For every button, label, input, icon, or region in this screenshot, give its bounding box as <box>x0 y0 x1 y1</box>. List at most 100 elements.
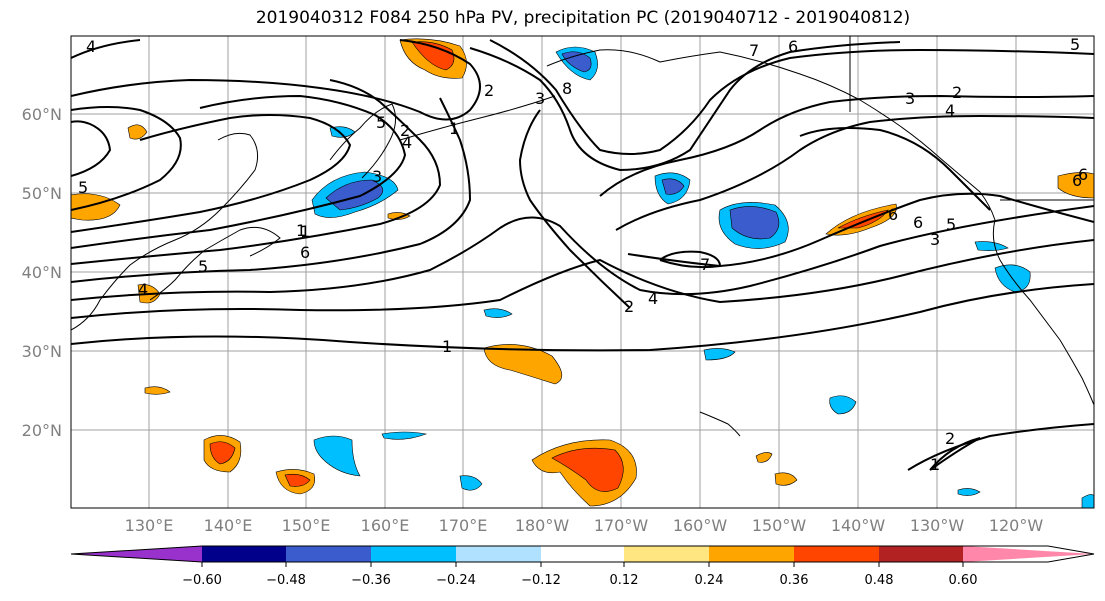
map-border <box>70 35 1095 509</box>
lat-label: 30°N <box>22 342 62 361</box>
precip-positive-area <box>144 386 171 395</box>
contour-label: 7 <box>700 255 710 274</box>
colorbar-tick-label: 0.24 <box>695 573 724 588</box>
hawaii-islands <box>699 411 741 437</box>
colorbar-segment <box>202 546 286 562</box>
precip-positive-area <box>127 124 148 140</box>
precip-negative-area <box>661 178 685 195</box>
contour-label: 8 <box>562 79 572 98</box>
contour-label-group: 4 5 5 4 6 1 1 2 3 5 8 7 6 3 2 4 6 5 3 2 … <box>78 35 1088 474</box>
contour-label: 1 <box>296 221 306 240</box>
precip-positive-area <box>411 41 455 71</box>
precip-negative-area <box>1081 494 1094 508</box>
map-title: 2019040312 F084 250 hPa PV, precipitatio… <box>255 8 911 28</box>
aleutian-islands <box>399 95 556 141</box>
contour-label: 1 <box>930 455 940 474</box>
precip-negative-area <box>974 241 1009 251</box>
contour-label: 4 <box>648 289 658 308</box>
contour-label: 6 <box>1078 165 1088 184</box>
precip-positive-area <box>284 473 311 487</box>
contour-label: 2 <box>624 297 634 316</box>
lon-label: 150°E <box>282 516 331 535</box>
precip-positive-area <box>209 441 236 465</box>
precip-negative-area <box>729 206 780 240</box>
kamchatka-coastline <box>329 103 396 179</box>
precip-positive-area <box>483 344 563 385</box>
lat-label: 20°N <box>22 421 62 440</box>
precip-positive-area <box>774 472 798 486</box>
north-america-coastline <box>899 125 1094 406</box>
lon-label: 140°E <box>204 516 253 535</box>
colorbar-tick-label: 0.36 <box>780 573 809 588</box>
contour-label: 6 <box>888 205 898 224</box>
colorbar-tick-label: −0.48 <box>266 573 306 588</box>
contour-label: 5 <box>1070 35 1080 54</box>
pv-contours <box>71 39 1094 471</box>
contour-label: 4 <box>402 133 412 152</box>
colorbar-ticks <box>201 562 964 567</box>
contour-label: 6 <box>1072 171 1082 190</box>
colorbar-tick-label: −0.24 <box>436 573 476 588</box>
colorbar-segment <box>794 546 879 562</box>
contour-label: 6 <box>788 37 798 56</box>
lon-label: 160°W <box>673 516 728 535</box>
colorbar-tick-label: −0.12 <box>521 573 561 588</box>
precip-negative-area <box>483 308 513 318</box>
precip-positive-area <box>755 452 773 463</box>
colorbar-segment <box>371 546 456 562</box>
contour-label: 2 <box>484 81 494 100</box>
contour-label: 7 <box>749 41 759 60</box>
lon-label: 180°W <box>515 516 570 535</box>
contour-label: 2 <box>945 429 955 448</box>
colorbar-tick-label: 0.48 <box>865 573 894 588</box>
colorbar-segment <box>456 546 541 562</box>
precip-negative-area <box>561 51 592 73</box>
contour-label: 5 <box>78 178 88 197</box>
lon-label: 150°W <box>752 516 807 535</box>
colorbar-segment <box>286 546 371 562</box>
precip-positive-area <box>837 209 889 229</box>
colorbar-segment <box>541 546 624 562</box>
colorbar-tick-label: −0.60 <box>182 573 222 588</box>
contour-label: 5 <box>946 215 956 234</box>
contour-label: 1 <box>442 337 452 356</box>
colorbar-tick-label: 0.12 <box>610 573 639 588</box>
colorbar-tick-label: −0.36 <box>351 573 391 588</box>
lat-label: 60°N <box>22 105 62 124</box>
precip-negative-area <box>459 475 483 491</box>
contour-label: 3 <box>535 89 545 108</box>
colorbar-segment <box>624 546 709 562</box>
contour-label: 4 <box>945 101 955 120</box>
coastlines <box>71 36 1094 437</box>
longitude-axis: 130°E 140°E 150°E 160°E 170°E 180°W 170°… <box>125 516 1044 535</box>
contour-label: 3 <box>372 167 382 186</box>
contour-label: 3 <box>930 230 940 249</box>
contour-label: 3 <box>905 89 915 108</box>
contour-label: 2 <box>952 83 962 102</box>
precip-negative-area <box>703 348 736 361</box>
precip-negative-area <box>957 488 981 496</box>
lat-label: 40°N <box>22 263 62 282</box>
latitude-axis: 60°N 50°N 40°N 30°N 20°N <box>22 105 62 440</box>
colorbar-segments <box>70 545 1095 563</box>
lat-label: 50°N <box>22 184 62 203</box>
contour-label: 6 <box>300 243 310 262</box>
lon-label: 170°W <box>594 516 649 535</box>
precip-positive-area <box>1057 172 1094 199</box>
precip-negative-area <box>381 431 428 440</box>
precip-negative-area <box>325 179 384 211</box>
lon-label: 170°E <box>439 516 488 535</box>
contour-label: 4 <box>138 280 148 299</box>
precip-positive-area <box>551 447 624 492</box>
colorbar-segment <box>963 546 1094 562</box>
lon-label: 120°W <box>989 516 1044 535</box>
contour-label: 5 <box>376 113 386 132</box>
lon-label: 130°W <box>910 516 965 535</box>
precip-anomaly-fills <box>71 38 1094 508</box>
colorbar-segment <box>71 546 202 562</box>
contour-label: 4 <box>86 37 96 56</box>
precip-negative-area <box>313 435 361 477</box>
lon-label: 160°E <box>361 516 410 535</box>
lon-label: 130°E <box>125 516 174 535</box>
